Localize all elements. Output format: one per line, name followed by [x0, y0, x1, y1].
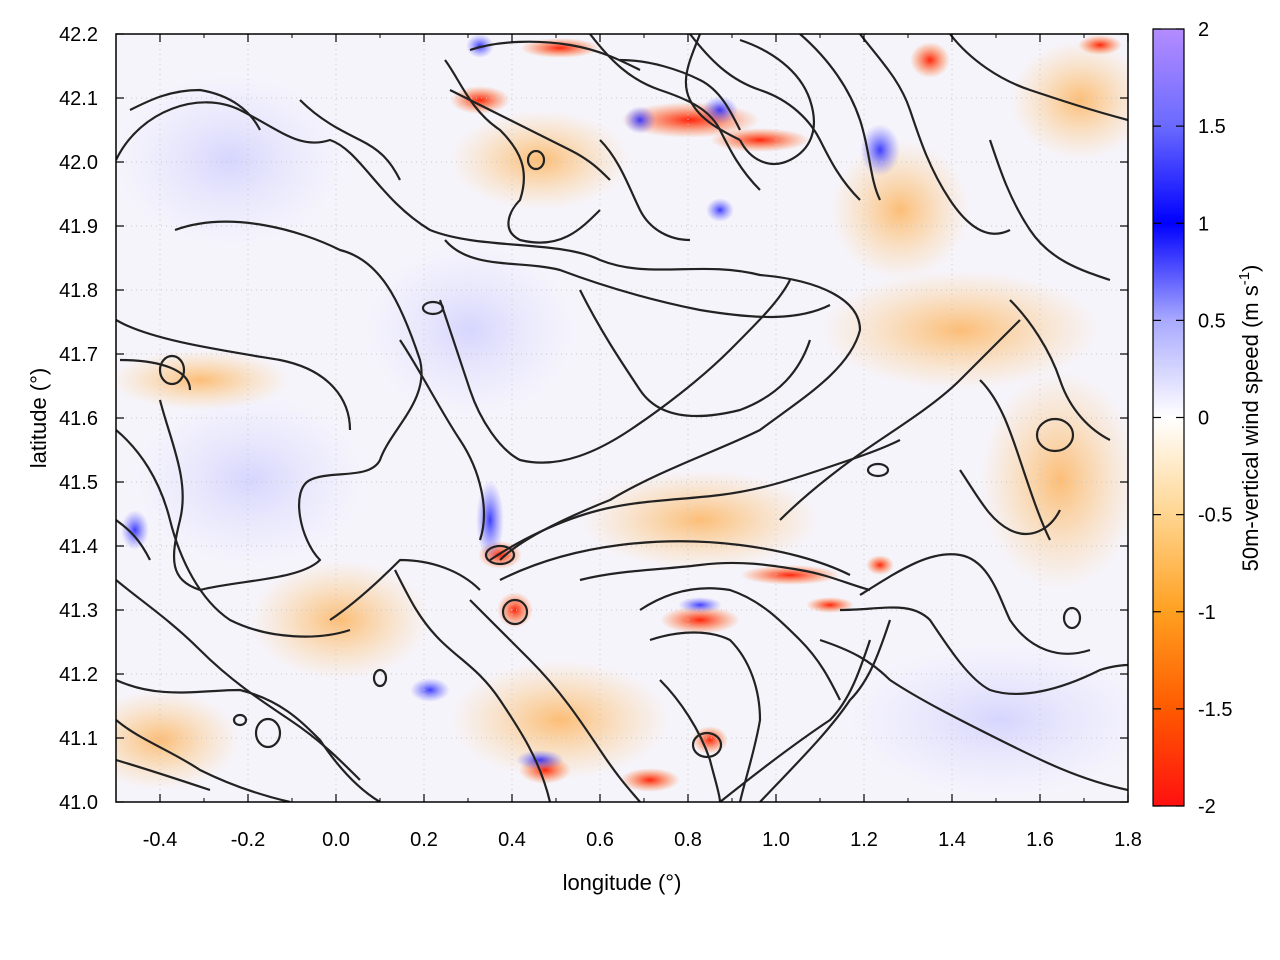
y-tick-label: 41.9: [59, 216, 98, 238]
x-tick-label: 1.4: [938, 829, 966, 851]
x-tick-label: 0.2: [410, 829, 438, 851]
x-tick-label: 0.8: [674, 829, 702, 851]
y-axis-ticks: 41.0 41.1 41.2 41.3 41.4 41.5 41.6 41.7 41.8 41.9…: [59, 24, 1128, 814]
colorbar-tick-label: -0.5: [1198, 505, 1232, 527]
colorbar-title: 50m-vertical wind speed (m s-1): [1236, 265, 1263, 572]
y-tick-label: 42.1: [59, 88, 98, 110]
y-tick-label: 41.2: [59, 664, 98, 686]
y-tick-label: 41.6: [59, 408, 98, 430]
x-tick-label: -0.2: [231, 829, 265, 851]
x-axis-title: longitude (°): [563, 870, 682, 895]
colorbar-ticks: 2 1.5 1 0.5 0 -0.5 -1 -1.5 -2: [1153, 19, 1232, 818]
x-tick-label: 1.6: [1026, 829, 1054, 851]
y-tick-label: 41.5: [59, 472, 98, 494]
y-tick-label: 41.8: [59, 280, 98, 302]
x-tick-label: 0.4: [498, 829, 526, 851]
colorbar-tick-label: 2: [1198, 19, 1209, 41]
heatmap-field: [116, 34, 1128, 800]
y-tick-label: 42.0: [59, 152, 98, 174]
colorbar-tick-label: 1.5: [1198, 116, 1226, 138]
colorbar-tick-label: 0.5: [1198, 310, 1226, 332]
y-tick-label: 41.4: [59, 536, 98, 558]
y-tick-label: 42.2: [59, 24, 98, 46]
colorbar-tick-label: 0: [1198, 408, 1209, 430]
y-tick-label: 41.7: [59, 344, 98, 366]
y-tick-label: 41.1: [59, 728, 98, 750]
colorbar-tick-label: -2: [1198, 796, 1216, 818]
colorbar-title-close: ): [1238, 265, 1263, 272]
colorbar-tick-label: -1: [1198, 602, 1216, 624]
colorbar-title-main: 50m-vertical wind speed (m s: [1238, 285, 1263, 571]
colorbar-tick-label: 1: [1198, 213, 1209, 235]
x-tick-label: 1.8: [1114, 829, 1142, 851]
x-axis-ticks: -0.4 -0.2 0.0 0.2 0.4 0.6 0.8 1.0 1.2 1.4 1.6 1.8: [115, 34, 1142, 851]
colorbar-title-sup: -1: [1236, 272, 1253, 285]
y-tick-label: 41.3: [59, 600, 98, 622]
x-tick-label: 1.0: [762, 829, 790, 851]
x-tick-label: 0.6: [586, 829, 614, 851]
y-axis-title: latitude (°): [26, 368, 51, 469]
colorbar-tick-label: -1.5: [1198, 699, 1232, 721]
x-tick-label: -0.4: [143, 829, 177, 851]
x-tick-label: 0.0: [322, 829, 350, 851]
y-tick-label: 41.0: [59, 792, 98, 814]
x-tick-label: 1.2: [850, 829, 878, 851]
terrain-contours: [116, 34, 1128, 802]
